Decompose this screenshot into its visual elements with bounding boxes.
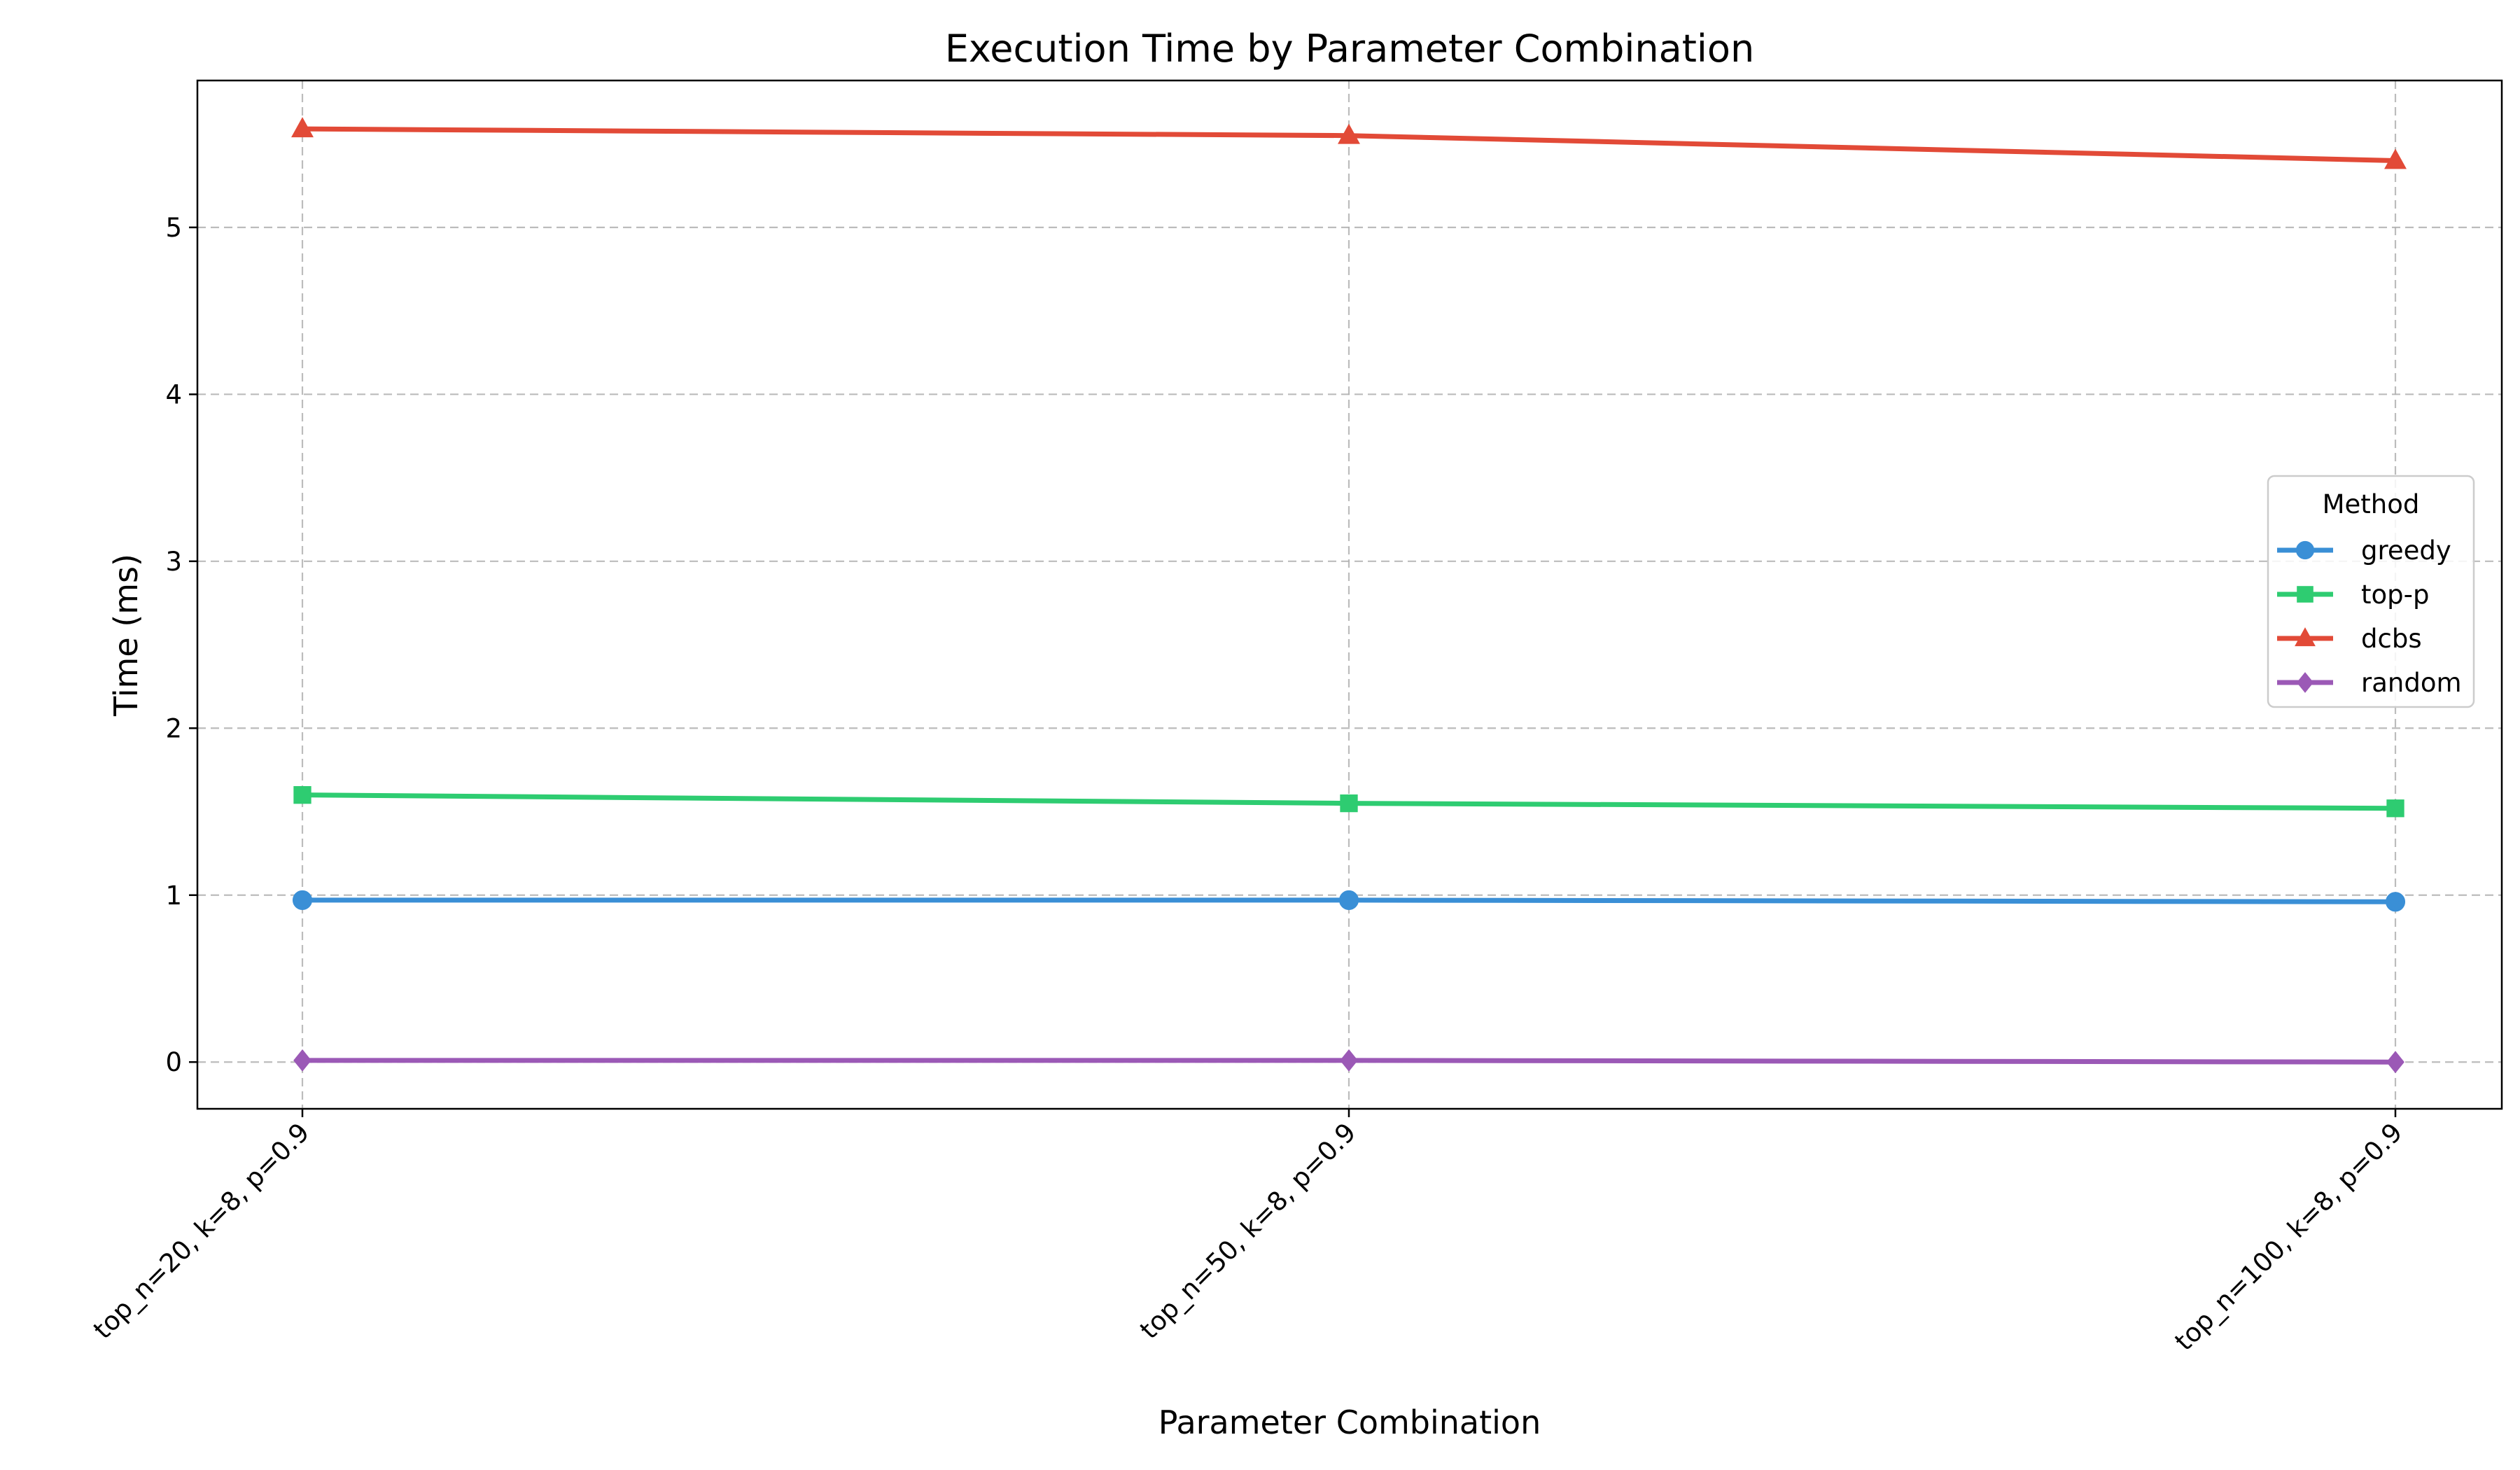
legend-label: dcbs <box>2361 624 2422 654</box>
data-point-triangle <box>2384 148 2407 169</box>
x-tick-label: top_n=100, k=8, p=0.9 <box>2169 1117 2408 1357</box>
series-layer <box>291 117 2407 1074</box>
data-point-diamond <box>293 1049 312 1072</box>
data-point-diamond <box>1340 1049 1358 1072</box>
data-point-triangle <box>1338 123 1360 144</box>
legend-box <box>2267 475 2475 708</box>
x-axis: top_n=20, k=8, p=0.9 top_n=50, k=8, p=0.9… <box>88 1109 2408 1357</box>
series-random <box>293 1049 2404 1074</box>
y-tick-label: 4 <box>165 379 182 410</box>
y-tick-label: 0 <box>165 1047 182 1077</box>
chart-title: Execution Time by Parameter Combination <box>945 27 1754 71</box>
y-tick-label: 5 <box>165 213 182 243</box>
legend-label: random <box>2361 668 2462 698</box>
series-greedy <box>292 890 2406 912</box>
x-tick-label: top_n=50, k=8, p=0.9 <box>1134 1117 1362 1345</box>
y-axis: 0 1 2 3 4 5 <box>165 213 197 1077</box>
data-point-circle <box>292 890 313 910</box>
legend-item-dcbs: dcbs <box>2277 624 2422 654</box>
legend-item-top-p: top-p <box>2277 580 2429 610</box>
data-point-triangle <box>291 117 314 138</box>
legend-label: top-p <box>2361 580 2429 610</box>
series-top-p <box>293 786 2404 818</box>
y-tick-label: 3 <box>165 547 182 577</box>
y-tick-label: 2 <box>165 713 182 743</box>
legend-title: Method <box>2323 489 2420 519</box>
data-point-square <box>2297 586 2314 603</box>
x-axis-label: Parameter Combination <box>1158 1404 1541 1441</box>
data-point-triangle <box>2295 627 2316 647</box>
data-point-circle <box>1338 890 1359 910</box>
legend: Method greedy top-p dcbs random <box>2267 475 2475 708</box>
series-dcbs <box>291 117 2407 169</box>
data-point-square <box>1340 794 1358 813</box>
legend-item-greedy: greedy <box>2277 536 2451 566</box>
legend-label: greedy <box>2361 536 2451 566</box>
data-point-square <box>293 786 312 804</box>
data-point-diamond <box>2296 672 2314 693</box>
y-axis-label: Time (ms) <box>107 554 145 717</box>
grid <box>197 80 2502 1109</box>
legend-items: greedy top-p dcbs random <box>2277 536 2462 698</box>
y-tick-label: 1 <box>165 881 182 911</box>
legend-item-random: random <box>2277 668 2462 698</box>
data-point-circle <box>2385 892 2406 912</box>
x-tick-label: top_n=20, k=8, p=0.9 <box>88 1117 315 1345</box>
data-point-square <box>2386 799 2404 818</box>
data-point-circle <box>2295 540 2315 560</box>
data-point-diamond <box>2386 1051 2404 1074</box>
